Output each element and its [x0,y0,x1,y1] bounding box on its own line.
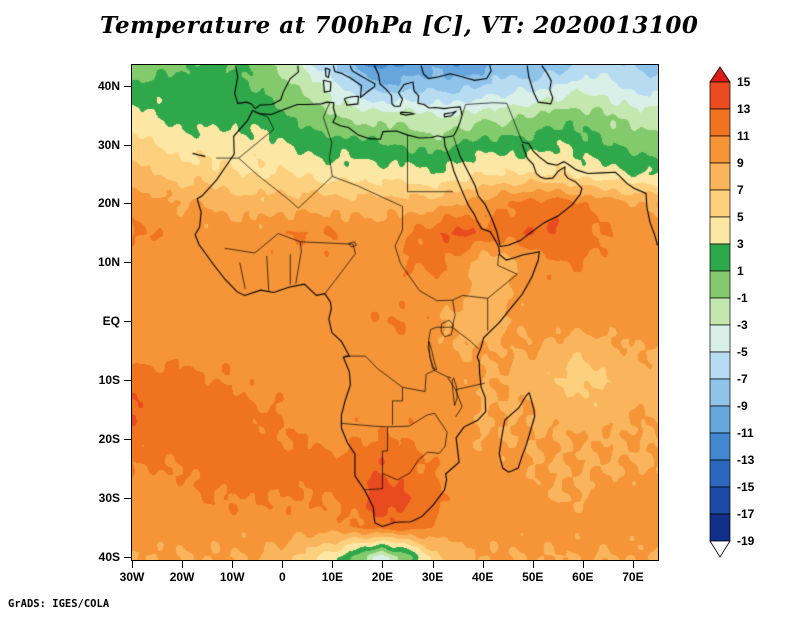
colorbar-box [709,189,731,218]
colorbar-box [709,513,731,542]
colorbar-arrow-top [709,66,731,83]
colorbar-box [709,432,731,461]
map-plot-frame [131,64,659,561]
colorbar-box [709,162,731,191]
colorbar-tick-label: 13 [737,102,751,116]
colorbar-tick-label: 5 [737,210,744,224]
chart-title: Temperature at 700hPa [C], VT: 202001310… [100,12,699,39]
lat-tick-label: 40S [98,550,120,565]
lat-tick-label: 10N [97,255,120,270]
colorbar-box [709,378,731,407]
lat-tick-label: 40N [97,78,120,93]
colorbar-tick-label: -3 [737,318,748,332]
colorbar-tick-label: -9 [737,399,748,413]
colorbar-tick-label: 11 [737,129,750,143]
lat-tick-label: 30S [98,491,120,506]
lon-tick-label: 20E [371,570,394,584]
lat-tick-label: EQ [102,314,120,329]
colorbar-tick-label: 7 [737,183,744,197]
colorbar-box [709,486,731,515]
lat-tick [124,144,131,146]
lon-tick-label: 0 [278,570,286,584]
lon-tick [182,561,184,568]
colorbar-tick-label: -11 [737,426,754,440]
lon-tick [382,561,384,568]
temperature-field-canvas [132,65,658,560]
lon-tick-label: 30W [119,570,145,584]
colorbar-legend: 15 13 11 9 7 5 3 1 -1 -3 -5 -7 -9 -11 -13 -15 -17 -19 [709,66,755,558]
lon-tick [232,561,234,568]
lon-tick [582,561,584,568]
colorbar-tick-label: -1 [737,291,748,305]
lon-tick-label: 40E [471,570,494,584]
lat-tick [124,439,131,441]
lon-tick-label: 10W [219,570,245,584]
colorbar-box [709,243,731,272]
colorbar-tick-label: -17 [737,507,755,521]
lon-tick-label: 20W [169,570,195,584]
colorbar-box [709,216,731,245]
lat-tick [124,557,131,559]
lat-tick-label: 10S [98,373,120,388]
colorbar-box [709,405,731,434]
colorbar-box [709,270,731,299]
lat-tick [124,498,131,500]
lon-tick-label: 70E [622,570,644,584]
colorbar-tick-label: -13 [737,453,755,467]
colorbar-tick-label: -15 [737,480,755,494]
lon-tick [432,561,434,568]
grads-attribution: GrADS: IGES/COLA [8,598,110,610]
colorbar-tick-label: -19 [737,534,755,548]
lat-tick [124,203,131,205]
lat-tick [124,380,131,382]
colorbar-tick-label: 1 [737,264,744,278]
lon-tick [482,561,484,568]
colorbar-tick-label: 15 [737,75,751,89]
lon-tick [632,561,634,568]
lat-tick-label: 30N [97,137,120,152]
lon-tick [132,561,133,568]
colorbar-box [709,135,731,164]
lat-tick [124,321,131,323]
colorbar-tick-label: 3 [737,237,744,251]
colorbar-tick-label: 9 [737,156,744,170]
lon-tick [332,561,334,568]
lat-tick [124,85,131,87]
lat-tick-label: 20N [97,196,120,211]
colorbar-tick-label: -7 [737,372,748,386]
colorbar-box [709,324,731,353]
colorbar-box [709,351,731,380]
colorbar-box [709,459,731,488]
lon-tick-label: 60E [572,570,594,584]
lon-tick [282,561,284,568]
colorbar-box [709,81,731,110]
colorbar-box [709,297,731,326]
lat-tick-label: 20S [98,432,120,447]
colorbar-box [709,108,731,137]
lon-tick [532,561,534,568]
lon-tick-label: 10E [321,570,344,584]
colorbar-arrow-bottom [709,540,731,558]
lat-tick [124,262,131,264]
lon-tick-label: 50E [522,570,544,584]
lon-tick-label: 30E [421,570,444,584]
colorbar-tick-label: -5 [737,345,748,359]
